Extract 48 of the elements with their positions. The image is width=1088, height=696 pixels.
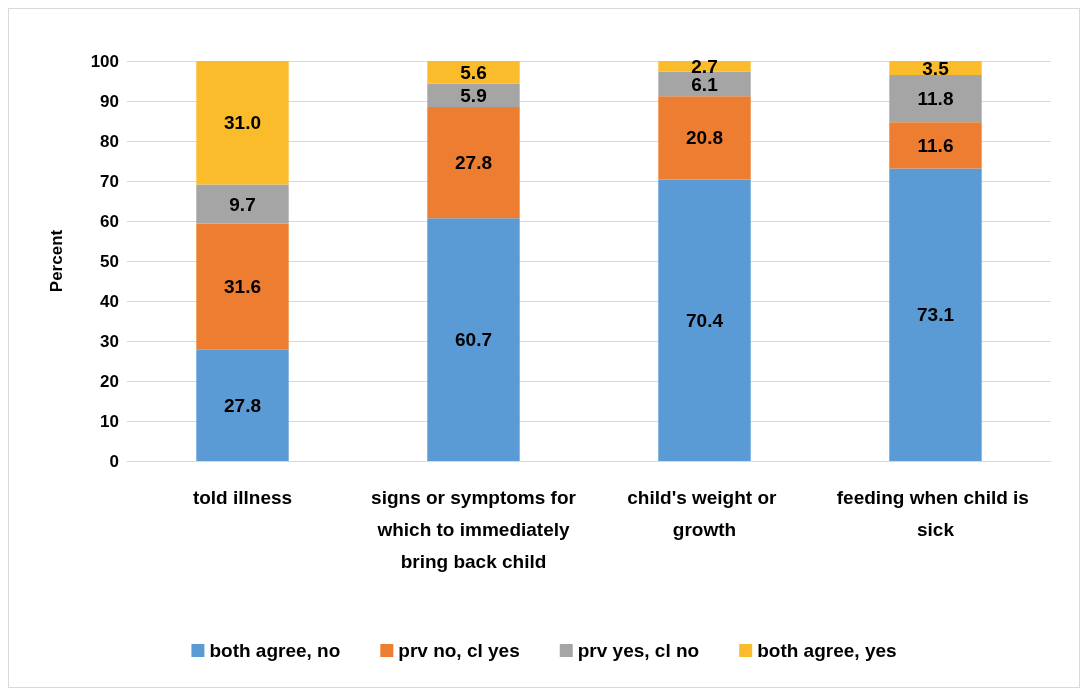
y-tick-label: 80 [100,131,119,151]
bar [658,179,751,461]
y-tick-label: 90 [100,91,119,111]
legend-label: prv no, cl yes [398,640,520,661]
data-label: 73.1 [917,304,955,326]
y-tick-label: 60 [100,211,119,231]
y-tick-label: 100 [90,51,119,71]
bar [658,61,751,72]
bar [196,223,289,350]
legend-label: both agree, no [209,640,341,661]
bar [889,168,982,461]
data-label: 5.6 [460,61,487,83]
y-tick-label: 70 [100,171,119,191]
data-label: 27.8 [224,394,261,416]
bar [889,75,982,123]
y-tick-label: 10 [100,411,119,431]
bar [196,184,289,224]
legend-label: prv yes, cl no [577,640,700,661]
data-label: 11.8 [917,88,954,110]
data-label: 11.6 [917,134,954,156]
bar [658,96,751,180]
x-tick-label: feeding when child is sick [836,486,1035,540]
y-tick-label: 0 [109,451,119,471]
data-label: 9.7 [229,193,256,215]
bar [658,71,751,97]
data-label: 31.6 [224,276,261,298]
x-tick-label: told illness [192,486,293,508]
data-label: 31.0 [224,112,261,134]
x-tick-label: signs or symptoms for which to immediately bring back child [371,486,577,572]
x-tick-label: child's weight or growth [627,486,782,540]
data-label: 27.8 [455,152,492,174]
y-tick-label: 40 [100,291,119,311]
data-label: 20.8 [686,127,723,149]
bar [427,218,520,461]
bar [196,61,289,185]
bar [196,349,289,461]
data-label: 60.7 [455,329,492,351]
bar [889,122,982,169]
data-label: 3.5 [922,57,950,79]
y-tick-label: 50 [100,251,119,271]
bar [427,107,520,219]
data-label: 70.4 [686,309,724,331]
y-tick-label: 20 [100,371,119,391]
bar [427,83,520,107]
data-label: 5.9 [460,84,487,106]
y-axis-title: Percent [47,229,66,293]
legend-label: both agree, yes [757,640,897,661]
y-tick-label: 30 [100,331,119,351]
